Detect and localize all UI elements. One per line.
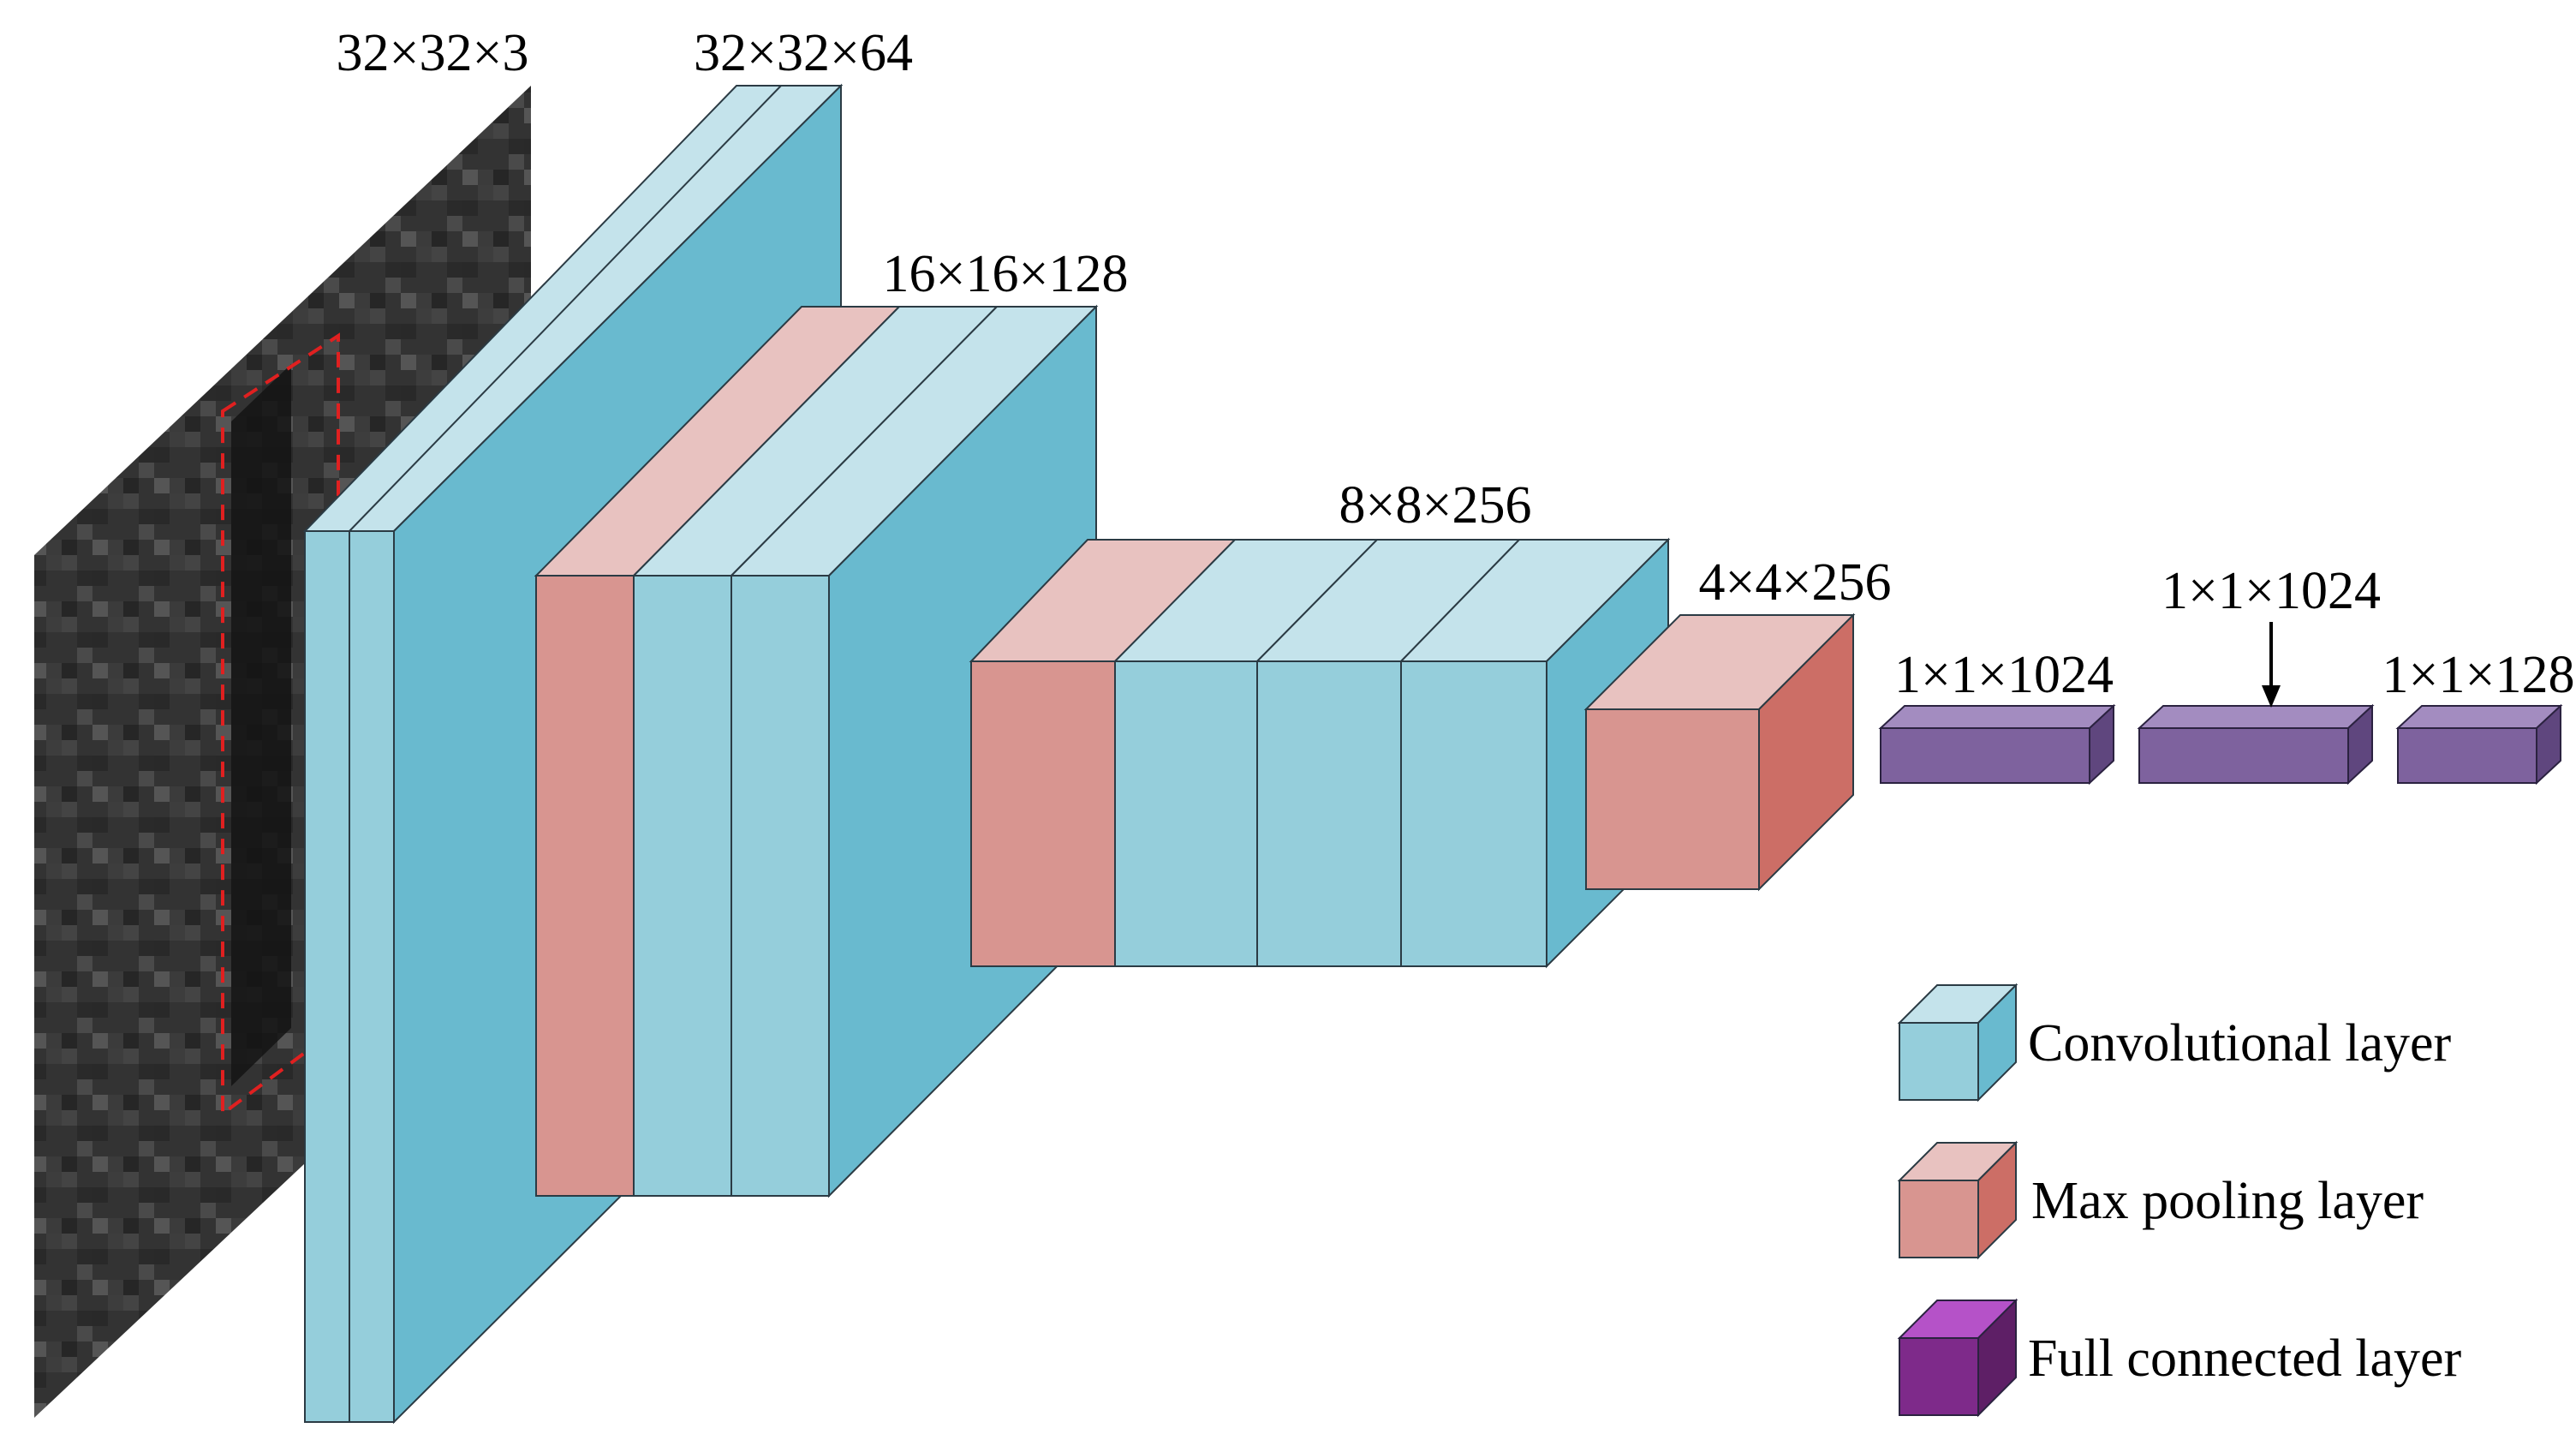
fc-layer-2 [2137,703,2375,786]
label-input-dim: 32×32×3 [337,24,529,82]
fc-layer-3 [2395,703,2563,786]
legend-pool-label: Max pooling layer [2031,1172,2424,1230]
label-fc2-dim: 1×1×1024 [2162,562,2381,620]
conv-block-3 [969,537,1671,969]
legend-pool-swatch [1897,1140,2018,1260]
label-block2-dim: 16×16×128 [883,245,1129,303]
fc-layer-1 [1878,703,2116,786]
fc2-pointer-arrow [2262,622,2281,708]
label-fc3-dim: 1×1×128 [2382,646,2575,704]
label-fc1-dim: 1×1×1024 [1894,646,2114,704]
conv-block-2 [534,304,1099,1198]
label-block3-dim: 8×8×256 [1339,476,1532,535]
max-pool-final [1583,612,1856,892]
label-pool-final-dim: 4×4×256 [1699,553,1892,612]
label-block1-dim: 32×32×64 [694,24,913,82]
legend-fc-label: Full connected layer [2028,1329,2461,1388]
legend-conv-label: Convolutional layer [2028,1014,2452,1073]
legend-conv-swatch [1897,983,2018,1102]
legend-fc-swatch [1897,1298,2018,1418]
legend: Convolutional layer Max pooling layer Fu… [1897,983,2461,1418]
